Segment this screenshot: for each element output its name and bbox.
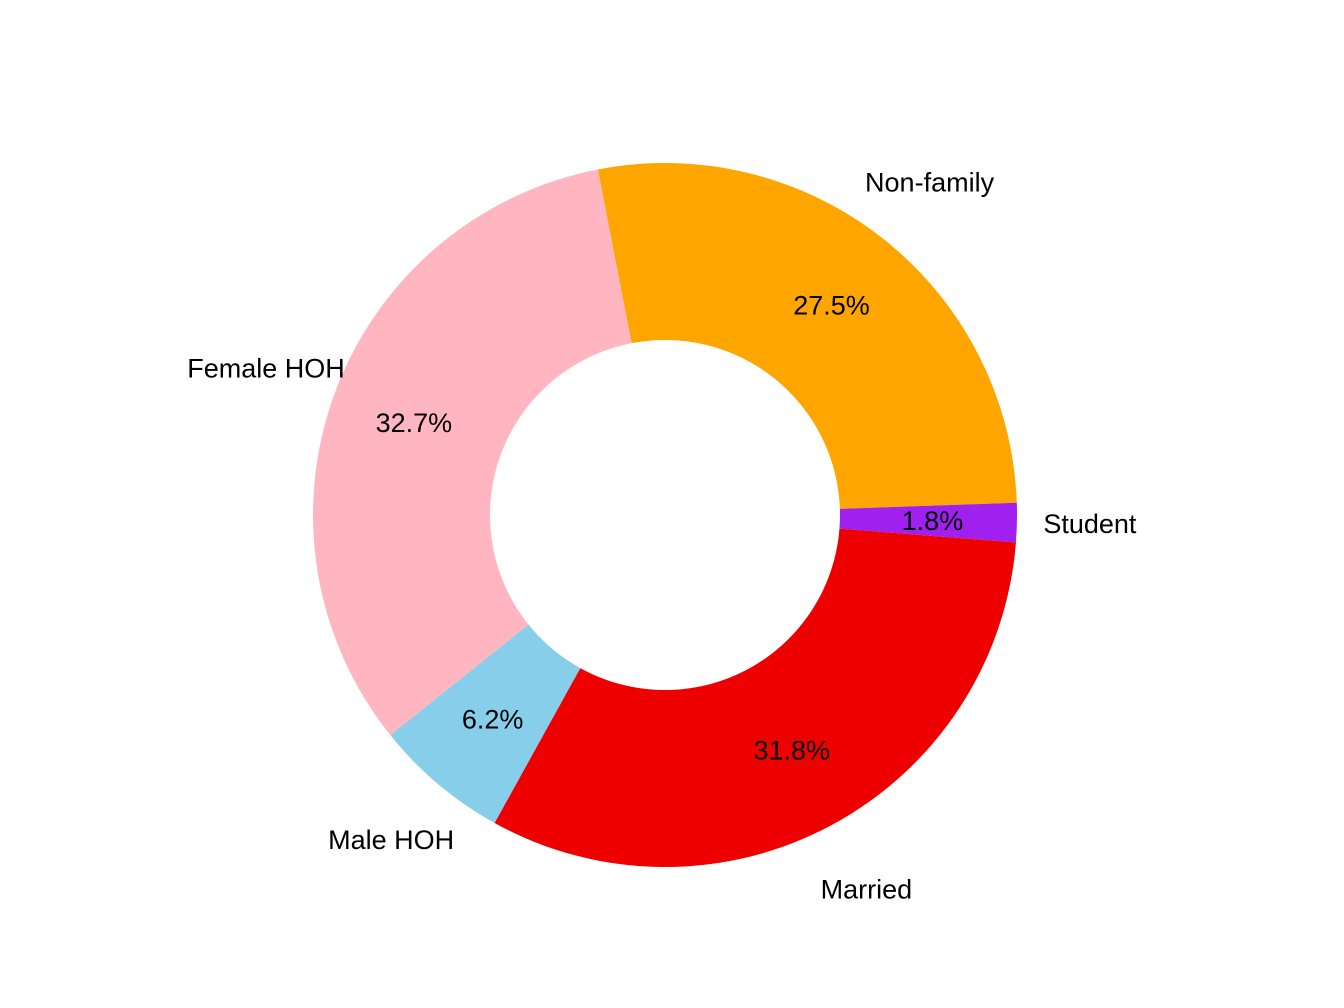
category-label-student: Student bbox=[1043, 509, 1137, 539]
slices-layer bbox=[313, 162, 1018, 867]
percent-label-non-family: 27.5% bbox=[793, 291, 870, 321]
category-label-married: Married bbox=[821, 874, 913, 904]
slice-student bbox=[839, 502, 1018, 543]
labels-layer: 27.5% Non-family 1.8% Student 31.8% Married 6.… bbox=[187, 167, 1137, 904]
slice-married bbox=[494, 528, 1016, 867]
percent-label-student: 1.8% bbox=[902, 506, 964, 536]
percent-label-male-hoh: 6.2% bbox=[462, 705, 524, 735]
percent-label-married: 31.8% bbox=[753, 736, 830, 766]
category-label-female-hoh: Female HOH bbox=[187, 354, 345, 384]
category-label-non-family: Non-family bbox=[865, 167, 995, 197]
category-label-male-hoh: Male HOH bbox=[328, 825, 454, 855]
percent-label-female-hoh: 32.7% bbox=[376, 408, 453, 438]
slice-non-family bbox=[597, 162, 1017, 509]
slice-male-hoh bbox=[390, 624, 581, 823]
slice-female-hoh bbox=[313, 169, 632, 736]
